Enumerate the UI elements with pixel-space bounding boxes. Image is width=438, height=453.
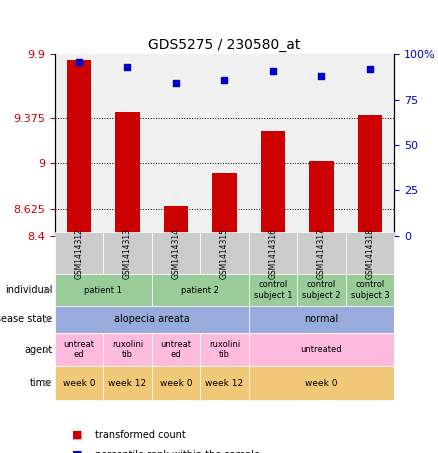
Text: control
subject 2: control subject 2 (302, 280, 341, 300)
Point (318, 72, 325, 80)
Title: GDS5275 / 230580_at: GDS5275 / 230580_at (148, 38, 300, 52)
Text: week 0: week 0 (305, 379, 338, 388)
FancyBboxPatch shape (55, 333, 103, 366)
Text: control
subject 1: control subject 1 (254, 280, 292, 300)
FancyBboxPatch shape (103, 232, 152, 274)
Text: transformed count: transformed count (95, 430, 186, 440)
Text: GSM1414314: GSM1414314 (172, 228, 180, 279)
Text: disease state: disease state (0, 314, 52, 324)
FancyBboxPatch shape (103, 333, 152, 366)
Point (124, 63, 131, 71)
FancyBboxPatch shape (249, 366, 394, 400)
Text: control
subject 3: control subject 3 (351, 280, 389, 300)
Bar (67, 60, 91, 236)
FancyBboxPatch shape (200, 366, 249, 400)
Text: untreat
ed: untreat ed (160, 340, 191, 359)
FancyBboxPatch shape (297, 232, 346, 274)
Text: untreat
ed: untreat ed (64, 340, 95, 359)
Point (221, 76, 228, 83)
FancyBboxPatch shape (249, 306, 394, 333)
Text: GSM1414312: GSM1414312 (74, 228, 84, 279)
FancyBboxPatch shape (55, 232, 103, 274)
Text: patient 1: patient 1 (84, 286, 122, 294)
Text: week 0: week 0 (63, 379, 95, 388)
Text: ruxolini
tib: ruxolini tib (209, 340, 240, 359)
Text: GSM1414313: GSM1414313 (123, 228, 132, 279)
Bar (261, 130, 285, 236)
FancyBboxPatch shape (152, 232, 200, 274)
Text: percentile rank within the sample: percentile rank within the sample (95, 450, 261, 453)
FancyBboxPatch shape (249, 232, 297, 274)
Text: patient 2: patient 2 (181, 286, 219, 294)
Point (75, 58, 82, 65)
Text: GSM1414315: GSM1414315 (220, 228, 229, 279)
Text: GSM1414317: GSM1414317 (317, 228, 326, 279)
FancyBboxPatch shape (152, 333, 200, 366)
Text: week 0: week 0 (160, 379, 192, 388)
Point (173, 80, 180, 87)
FancyBboxPatch shape (200, 333, 249, 366)
Text: GSM1414316: GSM1414316 (268, 228, 277, 279)
FancyBboxPatch shape (249, 274, 297, 306)
FancyBboxPatch shape (103, 366, 152, 400)
Text: ■: ■ (72, 430, 82, 440)
Text: normal: normal (304, 314, 339, 324)
Point (367, 65, 374, 72)
Text: week 12: week 12 (205, 379, 244, 388)
FancyBboxPatch shape (346, 274, 394, 306)
Text: untreated: untreated (300, 345, 342, 354)
FancyBboxPatch shape (200, 232, 249, 274)
Bar (309, 161, 334, 236)
Text: individual: individual (5, 285, 52, 295)
FancyBboxPatch shape (152, 366, 200, 400)
FancyBboxPatch shape (55, 274, 152, 306)
FancyBboxPatch shape (55, 306, 249, 333)
FancyBboxPatch shape (152, 274, 249, 306)
Text: agent: agent (24, 345, 52, 355)
Bar (358, 115, 382, 236)
Bar (115, 112, 140, 236)
Bar (212, 173, 237, 236)
Point (269, 67, 276, 74)
Text: GSM1414318: GSM1414318 (365, 228, 374, 279)
Text: ■: ■ (72, 450, 82, 453)
Text: alopecia areata: alopecia areata (114, 314, 190, 324)
FancyBboxPatch shape (346, 232, 394, 274)
Text: week 12: week 12 (109, 379, 147, 388)
Text: ruxolini
tib: ruxolini tib (112, 340, 143, 359)
FancyBboxPatch shape (55, 366, 103, 400)
Text: time: time (30, 378, 52, 388)
FancyBboxPatch shape (249, 333, 394, 366)
Bar (164, 206, 188, 236)
FancyBboxPatch shape (297, 274, 346, 306)
